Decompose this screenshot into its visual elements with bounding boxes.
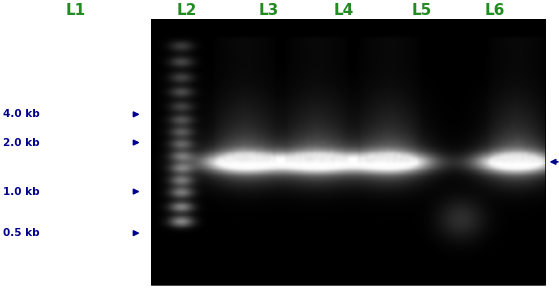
Text: L4: L4: [334, 3, 354, 18]
Text: L5: L5: [412, 3, 432, 18]
Text: L6: L6: [485, 3, 505, 18]
Text: 1.0 kb: 1.0 kb: [3, 187, 40, 197]
Bar: [151, 19, 545, 285]
Text: L2: L2: [177, 3, 197, 18]
Text: L3: L3: [258, 3, 278, 18]
Text: L1: L1: [65, 3, 86, 18]
Text: 4.0 kb: 4.0 kb: [3, 109, 40, 119]
Text: 2.0 kb: 2.0 kb: [3, 138, 40, 148]
Text: 0.5 kb: 0.5 kb: [3, 228, 40, 238]
